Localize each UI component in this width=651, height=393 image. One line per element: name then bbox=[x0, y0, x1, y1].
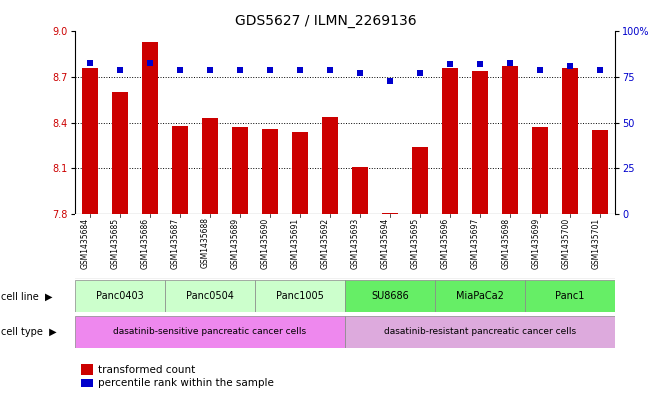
Bar bbox=[81, 68, 98, 214]
Text: GSM1435698: GSM1435698 bbox=[501, 217, 510, 268]
Point bbox=[505, 59, 516, 66]
Bar bbox=[532, 127, 548, 214]
Point bbox=[415, 70, 425, 77]
Point bbox=[355, 70, 365, 77]
Text: cell type  ▶: cell type ▶ bbox=[1, 327, 57, 337]
Text: SU8686: SU8686 bbox=[371, 291, 409, 301]
Point bbox=[595, 67, 605, 73]
Text: GSM1435694: GSM1435694 bbox=[381, 217, 390, 269]
Point bbox=[115, 67, 125, 73]
Text: GSM1435699: GSM1435699 bbox=[531, 217, 540, 269]
Bar bbox=[412, 147, 428, 214]
Bar bbox=[592, 130, 609, 214]
Text: GSM1435695: GSM1435695 bbox=[411, 217, 420, 269]
Bar bbox=[435, 280, 525, 312]
Point bbox=[235, 67, 245, 73]
Bar bbox=[345, 316, 615, 348]
Point bbox=[445, 61, 455, 68]
Text: GSM1435696: GSM1435696 bbox=[441, 217, 450, 269]
Bar bbox=[525, 280, 615, 312]
Text: GSM1435700: GSM1435700 bbox=[561, 217, 570, 269]
Point bbox=[174, 67, 185, 73]
Point bbox=[475, 61, 485, 68]
Bar bbox=[472, 71, 488, 214]
Bar bbox=[255, 280, 345, 312]
Bar bbox=[562, 68, 579, 214]
Point bbox=[85, 59, 95, 66]
Bar bbox=[232, 127, 248, 214]
Bar bbox=[381, 213, 398, 214]
Text: GSM1435697: GSM1435697 bbox=[471, 217, 480, 269]
Text: GDS5627 / ILMN_2269136: GDS5627 / ILMN_2269136 bbox=[235, 14, 416, 28]
Text: percentile rank within the sample: percentile rank within the sample bbox=[98, 378, 273, 388]
Text: cell line  ▶: cell line ▶ bbox=[1, 291, 53, 301]
Bar bbox=[165, 280, 255, 312]
Bar bbox=[262, 129, 278, 214]
Point bbox=[325, 67, 335, 73]
Text: GSM1435692: GSM1435692 bbox=[321, 217, 330, 268]
Bar bbox=[202, 118, 218, 214]
Text: GSM1435684: GSM1435684 bbox=[81, 217, 90, 268]
Text: GSM1435687: GSM1435687 bbox=[171, 217, 180, 268]
Text: Panc1: Panc1 bbox=[555, 291, 585, 301]
Text: GSM1435691: GSM1435691 bbox=[291, 217, 300, 268]
Point bbox=[145, 59, 155, 66]
Point bbox=[295, 67, 305, 73]
Bar bbox=[81, 379, 93, 387]
Text: GSM1435686: GSM1435686 bbox=[141, 217, 150, 268]
Text: GSM1435693: GSM1435693 bbox=[351, 217, 360, 269]
Text: GSM1435689: GSM1435689 bbox=[231, 217, 240, 268]
Bar bbox=[172, 126, 188, 214]
Text: GSM1435701: GSM1435701 bbox=[591, 217, 600, 268]
Point bbox=[265, 67, 275, 73]
Bar bbox=[322, 117, 339, 214]
Point bbox=[204, 67, 215, 73]
Text: Panc0504: Panc0504 bbox=[186, 291, 234, 301]
Bar bbox=[142, 42, 158, 214]
Point bbox=[565, 63, 575, 69]
Text: Panc1005: Panc1005 bbox=[276, 291, 324, 301]
Bar bbox=[111, 92, 128, 214]
Text: GSM1435688: GSM1435688 bbox=[201, 217, 210, 268]
Text: MiaPaCa2: MiaPaCa2 bbox=[456, 291, 504, 301]
Bar bbox=[352, 167, 368, 214]
Bar bbox=[292, 132, 309, 214]
Bar bbox=[75, 316, 345, 348]
Text: transformed count: transformed count bbox=[98, 365, 195, 375]
Bar bbox=[345, 280, 435, 312]
Bar bbox=[442, 68, 458, 214]
Bar bbox=[75, 280, 165, 312]
Text: Panc0403: Panc0403 bbox=[96, 291, 144, 301]
Text: GSM1435685: GSM1435685 bbox=[111, 217, 120, 268]
Text: dasatinib-sensitive pancreatic cancer cells: dasatinib-sensitive pancreatic cancer ce… bbox=[113, 327, 307, 336]
Point bbox=[385, 78, 395, 84]
Point bbox=[535, 67, 546, 73]
Bar bbox=[502, 66, 518, 214]
Bar bbox=[81, 364, 93, 375]
Text: GSM1435690: GSM1435690 bbox=[261, 217, 270, 269]
Text: dasatinib-resistant pancreatic cancer cells: dasatinib-resistant pancreatic cancer ce… bbox=[384, 327, 576, 336]
